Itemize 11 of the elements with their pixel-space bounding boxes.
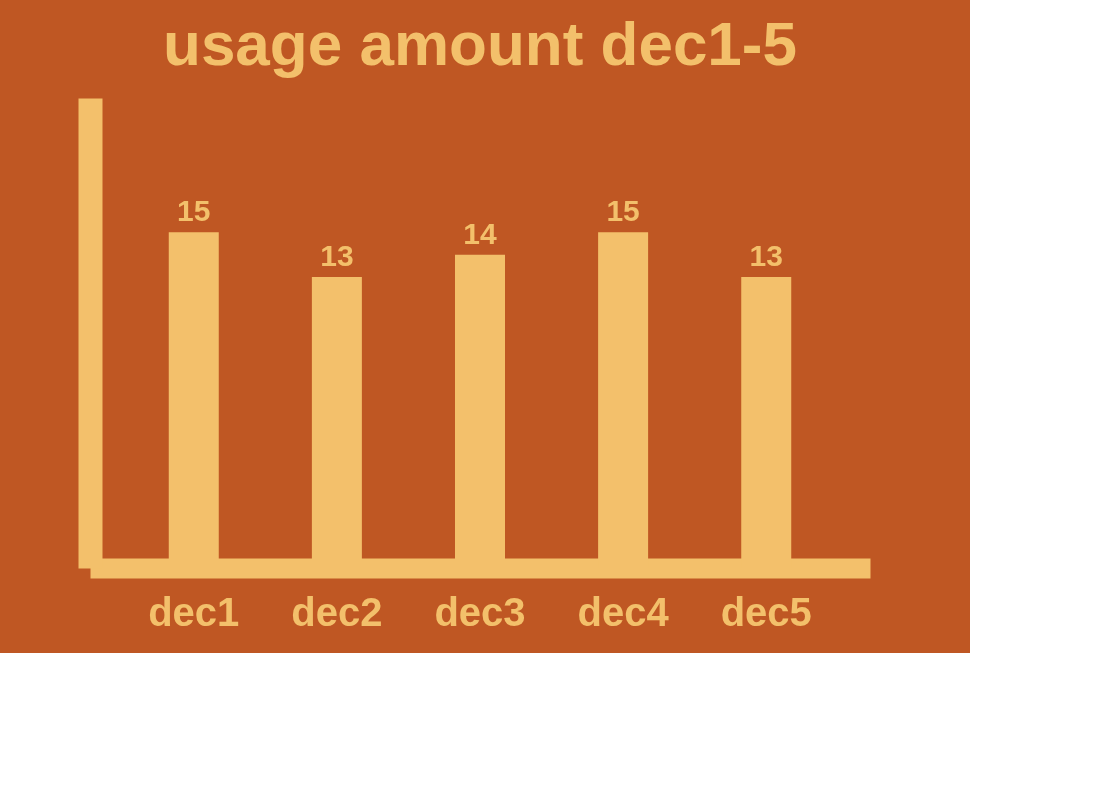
chart-title: usage amount dec1-5 <box>163 9 797 78</box>
x-tick-label: dec5 <box>720 589 812 634</box>
data-label: 14 <box>463 216 497 250</box>
x-tick-label: dec2 <box>291 589 383 634</box>
data-label: 15 <box>177 194 211 228</box>
data-label: 13 <box>749 239 783 273</box>
x-tick-label: dec1 <box>148 589 240 634</box>
x-tick-label: dec4 <box>577 589 670 634</box>
x-tick-label: dec3 <box>434 589 526 634</box>
data-label: 15 <box>606 194 640 228</box>
data-label: 13 <box>320 239 354 273</box>
